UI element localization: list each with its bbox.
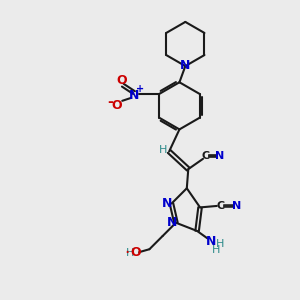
Text: H: H: [158, 145, 167, 155]
Text: ·: ·: [124, 244, 129, 262]
Text: O: O: [112, 99, 122, 112]
Text: N: N: [129, 89, 139, 102]
Text: C: C: [217, 201, 225, 211]
Text: N: N: [215, 151, 225, 161]
Text: +: +: [136, 84, 145, 94]
Text: H: H: [126, 248, 134, 258]
Text: O: O: [130, 246, 141, 259]
Text: N: N: [162, 197, 172, 210]
Text: H: H: [216, 239, 224, 249]
Text: H: H: [212, 244, 220, 254]
Text: N: N: [232, 201, 241, 211]
Text: O: O: [116, 74, 127, 87]
Text: N: N: [206, 235, 216, 248]
Text: C: C: [202, 151, 210, 161]
Text: N: N: [167, 216, 177, 229]
Text: N: N: [180, 59, 190, 72]
Text: -: -: [107, 95, 113, 109]
